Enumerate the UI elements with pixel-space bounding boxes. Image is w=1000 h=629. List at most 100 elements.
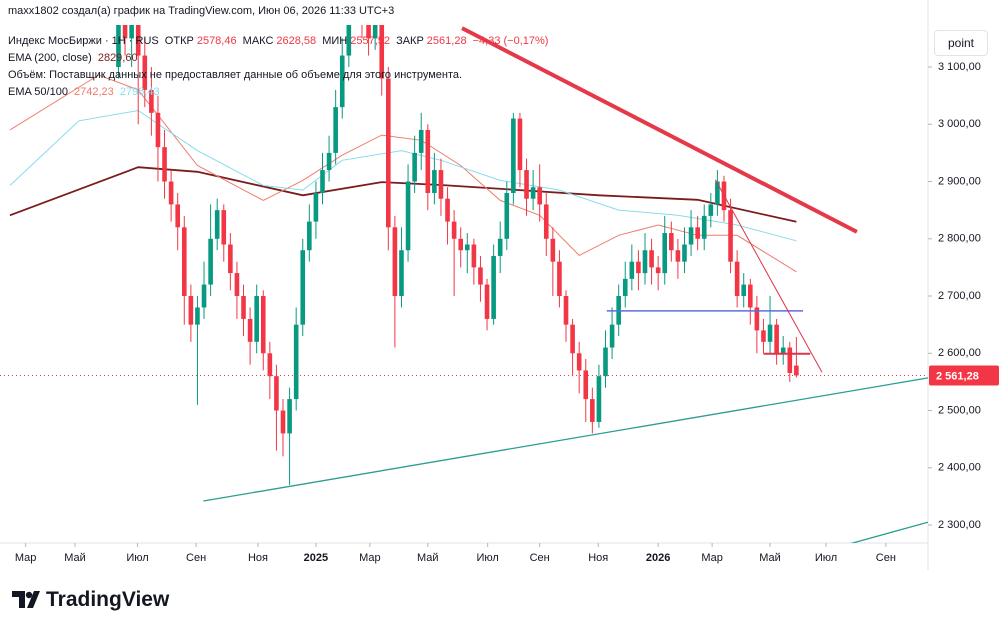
candle-body — [491, 255, 496, 319]
candle-body — [247, 318, 253, 342]
trend-line — [203, 377, 928, 502]
trend-line — [461, 26, 858, 234]
candle-body — [590, 399, 595, 422]
candle-body — [168, 181, 174, 205]
y-tick-label: 3 100,00 — [938, 61, 981, 73]
candle-body — [511, 118, 516, 193]
candle-body — [162, 147, 167, 182]
candle-body — [715, 181, 720, 205]
candle-body — [530, 187, 536, 199]
candle-body — [267, 353, 273, 377]
candle-body — [260, 296, 266, 354]
candle-body — [669, 233, 674, 251]
candle-body — [155, 112, 161, 148]
ohlc-name: ОТКР — [164, 35, 194, 47]
indicator-value: 2742,23 — [74, 86, 114, 98]
ohlc-value: 2557,52 — [350, 35, 390, 47]
candle-body — [234, 273, 240, 297]
plot-area — [0, 25, 928, 543]
candle-body — [214, 210, 220, 239]
ohlc-value: 2578,46 — [196, 35, 237, 47]
candle-body — [622, 278, 628, 297]
scale-mode-button[interactable]: point — [934, 30, 988, 56]
candle-body — [379, 25, 385, 79]
candle-body — [149, 89, 154, 113]
candle-body — [603, 347, 608, 377]
candle-body — [570, 324, 575, 354]
candle-body — [195, 307, 200, 325]
legend-row: Индекс МосБиржи · 1Н · RUS ОТКР 2578,46 М… — [8, 33, 551, 50]
legend: Индекс МосБиржи · 1Н · RUS ОТКР 2578,46 М… — [8, 33, 551, 101]
candle-body — [537, 187, 542, 205]
y-tick-label: 2 500,00 — [938, 404, 981, 416]
candle-body — [320, 170, 325, 193]
candle-body — [774, 324, 779, 354]
y-tick-label: 2 400,00 — [938, 462, 981, 474]
candle-body — [228, 244, 233, 274]
candle-body — [399, 250, 404, 297]
candle-body — [116, 25, 121, 68]
candle-body — [675, 250, 681, 262]
candle-body — [451, 221, 457, 239]
candle-body — [333, 107, 338, 153]
trend-line — [714, 179, 823, 373]
candle-body — [563, 296, 569, 325]
x-tick-label: Ноя — [248, 552, 268, 564]
candle-body — [708, 204, 714, 216]
candle-body — [780, 347, 786, 354]
trend-line — [850, 521, 928, 543]
candle-body — [188, 296, 194, 325]
x-tick-label: 2025 — [304, 552, 328, 564]
candle-body — [201, 284, 207, 308]
indicator-value: 2829,60 — [97, 52, 138, 64]
candle-body — [254, 296, 259, 342]
candle-body — [326, 152, 332, 171]
y-tick-label: 2 900,00 — [938, 175, 981, 187]
candle-body — [504, 192, 510, 239]
candle-body — [372, 25, 378, 39]
brand-icon — [12, 591, 40, 608]
candle-body — [484, 284, 490, 319]
ohlc-name: МИН — [322, 35, 348, 47]
brand-logo: TradingView — [12, 588, 169, 612]
candle-body — [741, 284, 747, 297]
x-tick-label: Сен — [530, 552, 550, 564]
candle-body — [366, 25, 371, 39]
brand-name: TradingView — [46, 588, 170, 611]
candle-body — [412, 152, 417, 182]
x-tick-label: Ноя — [588, 552, 608, 564]
candle-body — [609, 324, 615, 348]
candle-body — [794, 365, 799, 376]
candle-body — [287, 399, 292, 434]
y-tick-label: 3 000,00 — [938, 118, 981, 130]
indicator-value: 2796,43 — [119, 86, 160, 98]
ohlc-value: 2628,58 — [276, 35, 317, 47]
candle-body — [458, 238, 464, 251]
x-tick-label: Май — [417, 552, 439, 564]
candle-body — [649, 250, 654, 268]
candle-body — [135, 25, 141, 56]
x-tick-label: Май — [64, 552, 86, 564]
symbol-title: Индекс МосБиржи · 1Н · RUS — [8, 35, 159, 47]
ohlc-name: ЗАКР — [396, 35, 424, 47]
x-tick-label: Июл — [815, 552, 837, 564]
candle-body — [497, 238, 503, 256]
ema-line — [9, 166, 797, 223]
candle-body — [478, 267, 483, 285]
candle-body — [418, 129, 424, 153]
candle-body — [307, 221, 312, 251]
candle-body — [787, 347, 793, 373]
candle-body — [747, 284, 753, 308]
y-tick-label: 2 300,00 — [938, 519, 981, 531]
candle-body — [300, 250, 306, 325]
candle-body — [438, 170, 444, 199]
candle-body — [425, 129, 431, 193]
candle-body — [629, 261, 635, 279]
x-tick-label: Июл — [126, 552, 148, 564]
candle-body — [221, 210, 227, 245]
ema-line — [9, 109, 797, 242]
y-tick-label: 2 600,00 — [938, 347, 981, 359]
candle-body — [346, 25, 352, 56]
x-tick-label: Мар — [15, 552, 37, 564]
